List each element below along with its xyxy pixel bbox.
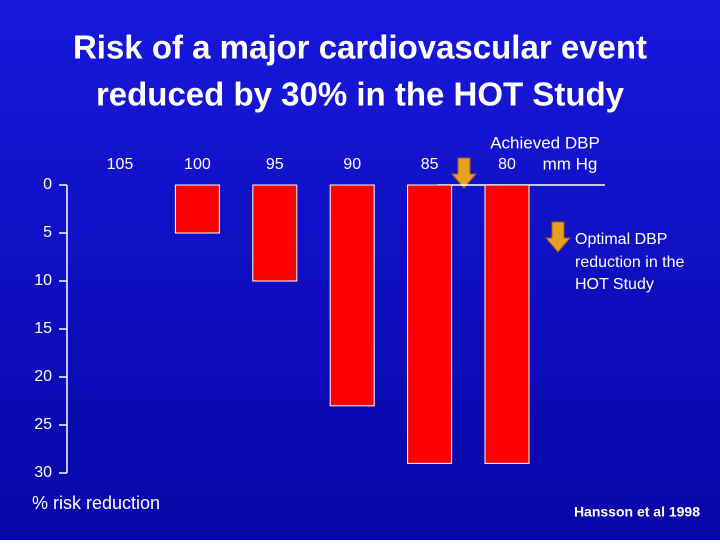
bar (329, 184, 375, 407)
x-axis-label: Achieved DBP (490, 133, 600, 152)
bar (252, 184, 298, 282)
x-tick-label: 85 (421, 156, 439, 173)
y-tick-label: 0 (43, 176, 52, 193)
annotation: Optimal DBP (575, 231, 667, 248)
source: Hansson et al 1998 (574, 504, 700, 520)
y-tick-label: 30 (34, 464, 52, 481)
bar (407, 184, 453, 464)
y-tick-label: 20 (34, 368, 52, 385)
x-tick-label: 105 (107, 156, 134, 173)
x-tick-label: 95 (266, 156, 284, 173)
x-axis-unit: mm Hg (543, 154, 598, 173)
x-tick-label: 100 (184, 156, 211, 173)
annotation: reduction in the (575, 254, 685, 271)
chart-title: Risk of a major cardiovascular event (73, 29, 647, 66)
y-axis-label: % risk reduction (32, 493, 160, 513)
x-tick-label: 80 (498, 156, 516, 173)
y-tick-label: 10 (34, 272, 52, 289)
bar (484, 184, 530, 464)
y-tick-label: 15 (34, 320, 52, 337)
y-tick-label: 25 (34, 416, 52, 433)
x-tick-label: 90 (343, 156, 361, 173)
y-tick-label: 5 (43, 224, 52, 241)
bar (174, 184, 220, 234)
annotation: HOT Study (575, 276, 654, 293)
chart-title: reduced by 30% in the HOT Study (96, 76, 625, 113)
